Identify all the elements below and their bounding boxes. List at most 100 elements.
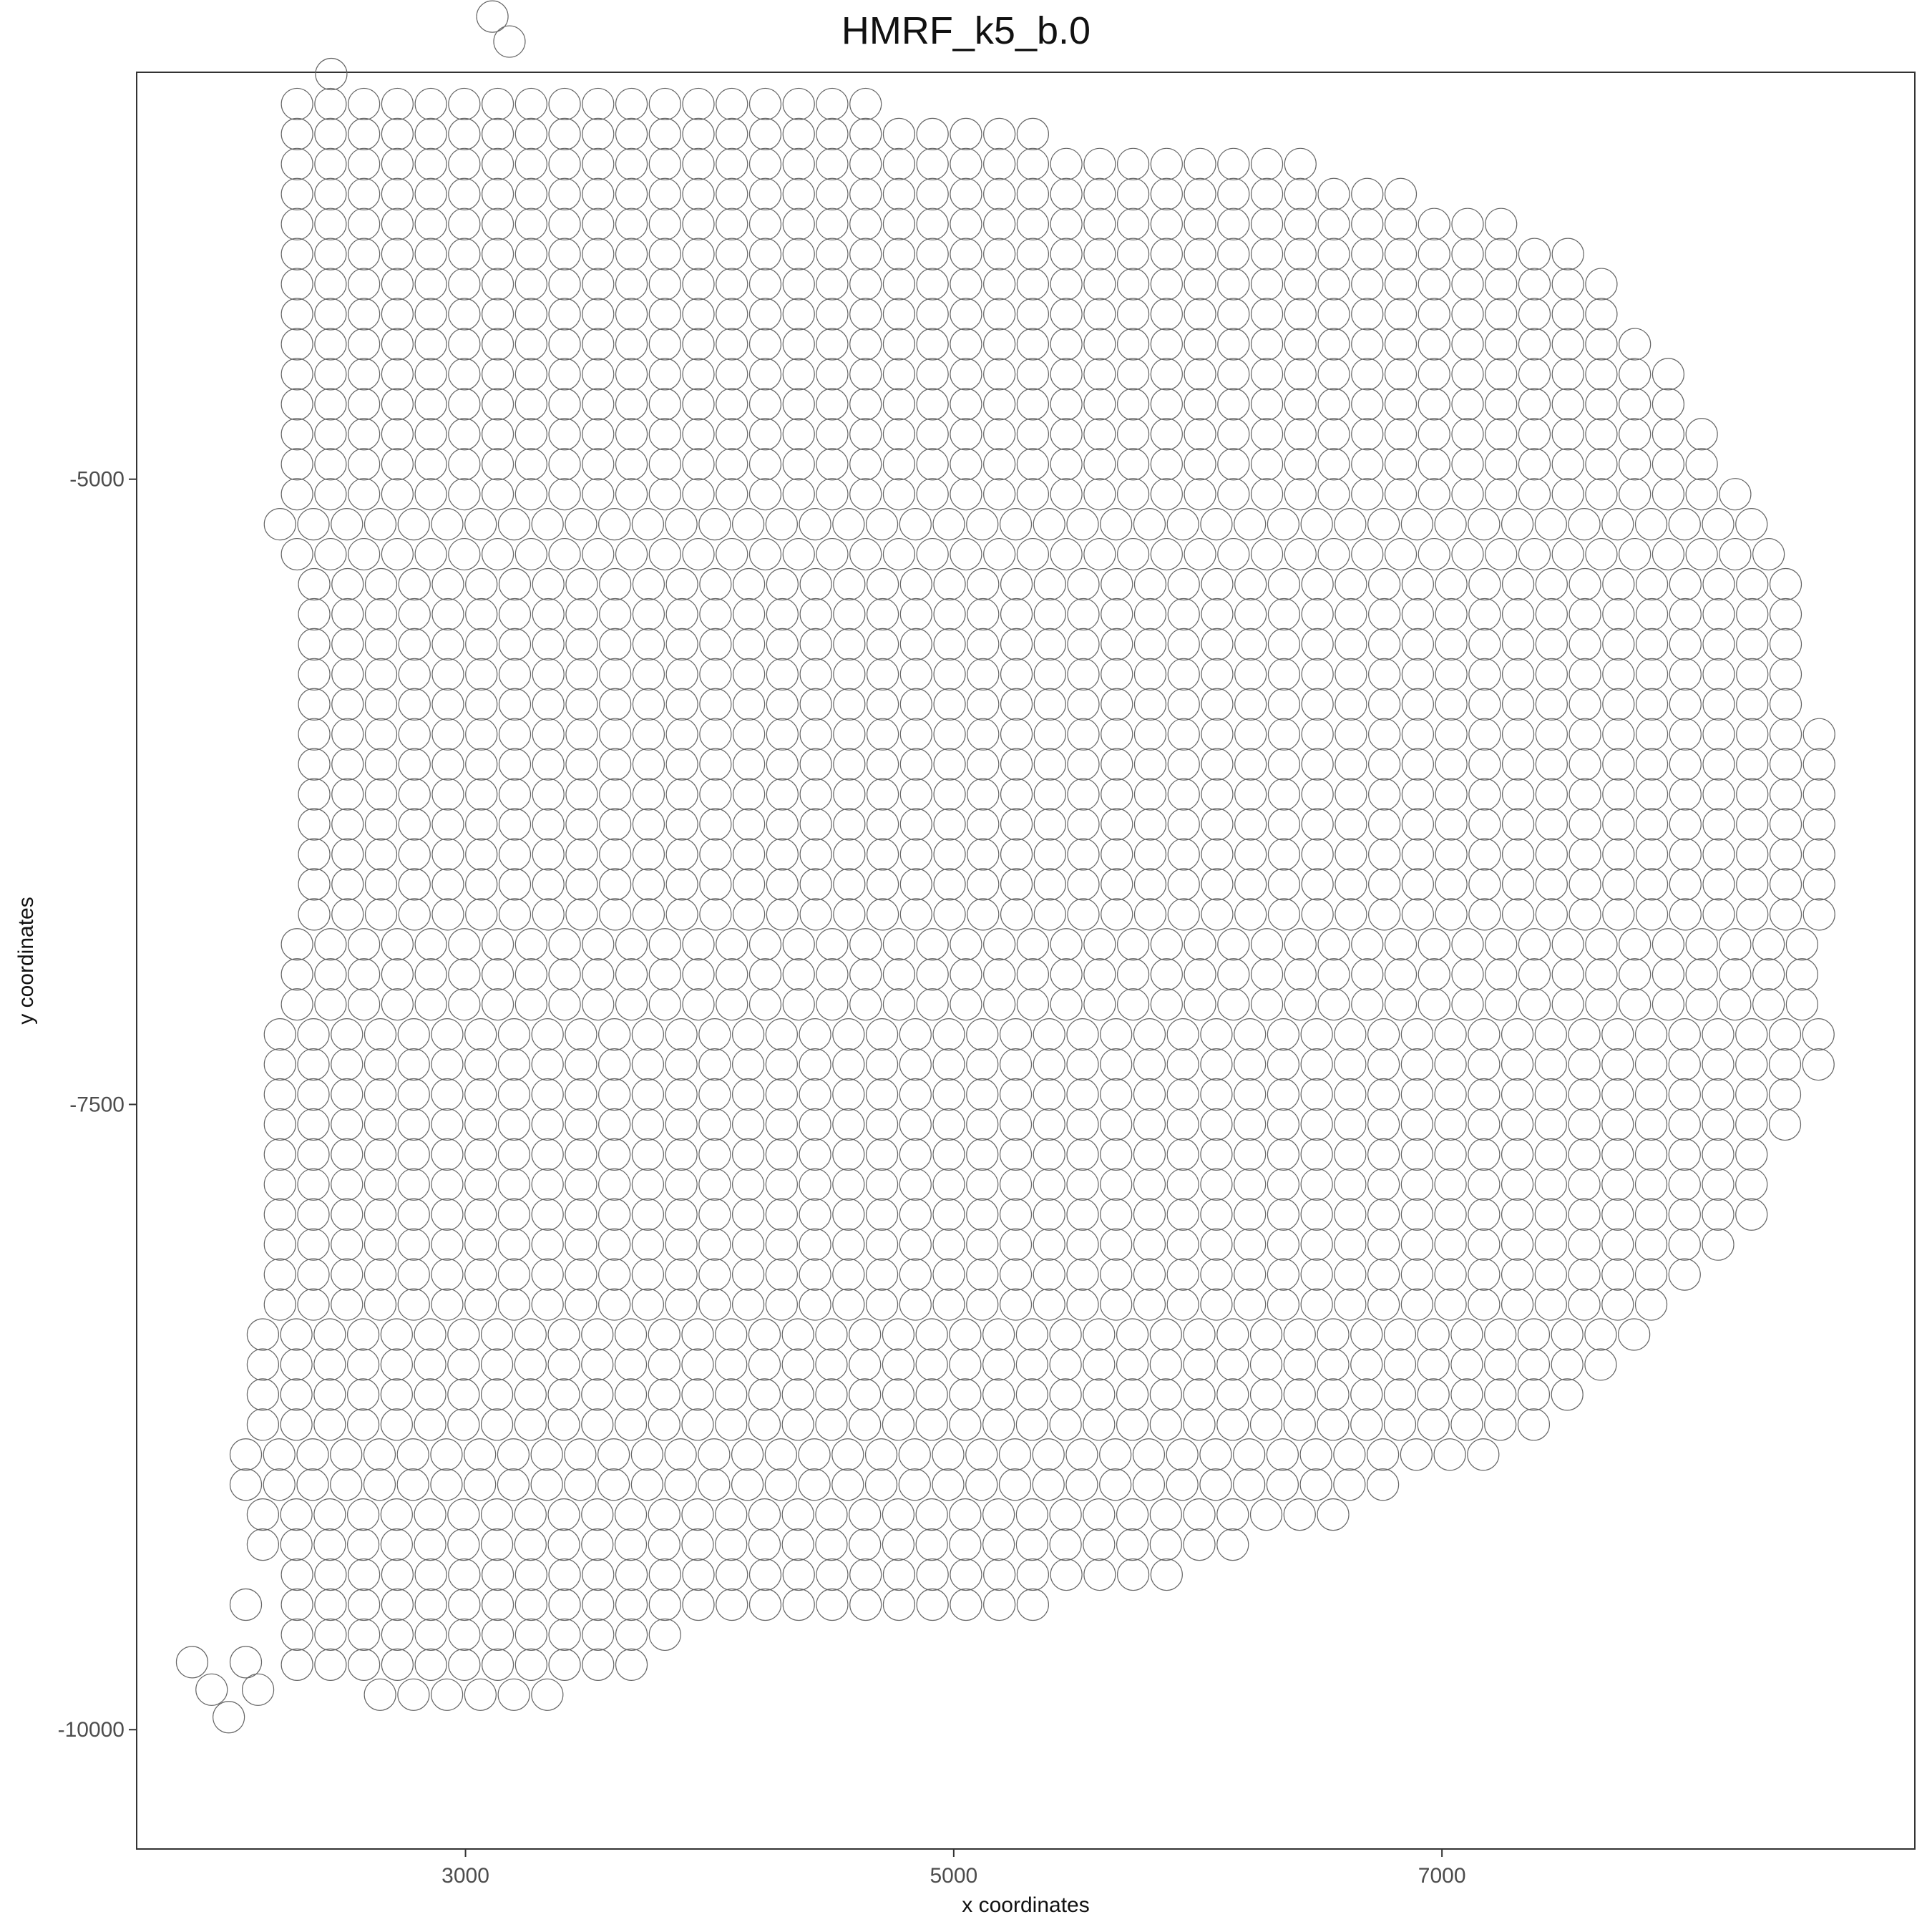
spot: [331, 1228, 364, 1261]
spot: [1101, 567, 1133, 601]
spot: [331, 1168, 364, 1201]
spot: [648, 328, 681, 361]
spot: [1184, 358, 1216, 391]
spot: [1250, 358, 1284, 391]
spot: [514, 958, 547, 991]
spot: [1383, 1348, 1417, 1381]
spot: [1669, 567, 1702, 601]
spot: [1266, 1438, 1299, 1471]
spot: [213, 1701, 245, 1734]
spot: [614, 1528, 648, 1561]
spot: [1234, 567, 1267, 601]
spot: [381, 537, 414, 571]
spot: [448, 1558, 481, 1591]
spot: [1101, 597, 1133, 631]
spot: [1502, 778, 1535, 811]
spot: [1551, 238, 1584, 270]
spot: [1067, 688, 1100, 721]
spot: [1049, 1348, 1082, 1381]
spot: [348, 958, 381, 991]
spot: [1768, 1018, 1802, 1051]
spot: [1502, 718, 1535, 751]
spot: [1083, 1408, 1116, 1441]
spot: [548, 537, 581, 571]
spot: [599, 898, 632, 931]
spot: [1702, 567, 1735, 601]
spot: [665, 778, 698, 811]
spot: [982, 1318, 1015, 1351]
spot: [1736, 658, 1769, 691]
spot: [1067, 658, 1100, 691]
spot: [899, 688, 932, 721]
spot: [849, 1558, 882, 1591]
spot: [263, 1108, 296, 1141]
spot: [1619, 537, 1652, 571]
spot: [448, 328, 481, 361]
spot: [1217, 448, 1250, 481]
spot: [1417, 1408, 1450, 1441]
spot: [229, 1468, 263, 1501]
spot: [1384, 268, 1418, 301]
spot: [1769, 748, 1802, 781]
spot: [865, 1108, 899, 1141]
spot: [547, 1498, 580, 1531]
spot: [882, 418, 916, 451]
spot: [1400, 1258, 1433, 1291]
spot: [815, 1528, 848, 1561]
spot: [849, 1348, 882, 1381]
spot: [448, 958, 481, 991]
spot: [648, 1618, 681, 1652]
spot: [1015, 1498, 1048, 1531]
spot: [832, 1108, 865, 1141]
spot: [296, 1468, 329, 1501]
spot: [1534, 1228, 1567, 1261]
spot: [866, 718, 899, 751]
spot: [498, 898, 532, 931]
spot: [1199, 1438, 1232, 1471]
spot: [397, 1018, 430, 1051]
spot: [1201, 838, 1234, 871]
spot: [733, 808, 766, 841]
spot: [497, 1258, 531, 1291]
spot: [414, 537, 447, 571]
spot: [1401, 597, 1434, 631]
spot: [548, 1648, 581, 1681]
spot: [1167, 597, 1200, 631]
spot: [999, 1138, 1033, 1171]
spot: [514, 478, 547, 511]
spot: [1234, 508, 1267, 541]
spot: [681, 1348, 714, 1381]
spot: [733, 778, 766, 811]
spot: [1201, 748, 1234, 781]
spot: [1100, 1018, 1133, 1051]
spot: [1736, 748, 1769, 781]
spot: [297, 1078, 330, 1111]
spot: [932, 1438, 965, 1471]
spot: [314, 1558, 347, 1591]
spot: [882, 1318, 915, 1351]
spot: [1702, 838, 1735, 871]
spot: [1450, 1318, 1483, 1351]
spot: [1602, 838, 1635, 871]
spot: [448, 928, 481, 961]
spot: [1351, 358, 1384, 391]
spot: [950, 1588, 982, 1621]
spot: [1384, 208, 1418, 240]
spot: [1752, 988, 1785, 1021]
spot: [1634, 1018, 1668, 1051]
spot: [648, 1528, 680, 1561]
spot: [1351, 478, 1384, 511]
spot: [1400, 1288, 1433, 1321]
spot: [314, 1588, 347, 1621]
spot: [1015, 1378, 1048, 1411]
spot: [480, 1528, 514, 1561]
spot: [916, 177, 949, 210]
spot: [1769, 868, 1802, 901]
spot: [314, 478, 347, 511]
spot: [448, 87, 481, 121]
spot: [732, 1288, 765, 1321]
spot: [1450, 1378, 1483, 1411]
spot: [414, 1528, 447, 1561]
spot: [967, 658, 1000, 691]
spot: [716, 958, 748, 991]
